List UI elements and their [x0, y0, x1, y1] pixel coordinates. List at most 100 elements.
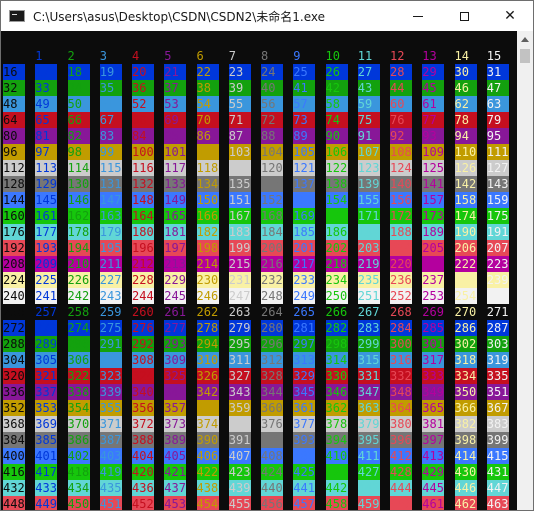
color-number-cell: 37: [164, 80, 187, 96]
color-number-cell: 80: [3, 128, 25, 144]
color-number-cell: 458: [325, 496, 348, 510]
color-number-cell: 409: [293, 448, 316, 464]
color-number-cell: 337: [35, 384, 58, 400]
color-number-cell: 382: [454, 416, 477, 432]
color-number-cell: 264: [261, 304, 283, 320]
color-number-cell: 192: [3, 240, 25, 256]
color-number-cell: 274: [67, 320, 90, 336]
color-number-cell: 89: [293, 128, 316, 144]
color-number-cell: 255: [486, 288, 509, 304]
color-number-cell: 227: [99, 272, 122, 288]
color-number-cell: 308: [132, 352, 154, 368]
color-number-cell: 149: [164, 192, 187, 208]
color-number-cell: 360: [261, 400, 283, 416]
color-number-cell: 69: [164, 112, 187, 128]
color-number-cell: 38: [196, 80, 219, 96]
color-number-cell: 271: [486, 304, 509, 320]
console-output[interactable]: 1 2 3 4 5 6 7 8 9 10 11 12 13 14 15 16 17 18 19 20 21 22 23 24 2…: [1, 31, 517, 510]
color-number-cell: 60: [390, 96, 412, 112]
color-number-cell: 145: [35, 192, 58, 208]
color-number-cell: 127: [486, 160, 509, 176]
color-number-cell: 357: [164, 400, 187, 416]
color-number-cell: 448: [3, 496, 25, 510]
color-number-cell: 144: [3, 192, 25, 208]
color-number-cell: 84: [132, 128, 154, 144]
color-number-cell: 189: [422, 224, 445, 240]
color-number-cell: 401: [35, 448, 58, 464]
color-number-cell: 258: [67, 304, 90, 320]
color-number-cell: 40: [261, 80, 283, 96]
color-number-cell: 375: [228, 416, 251, 432]
color-number-cell: 250: [325, 288, 348, 304]
color-number-cell: 256: [3, 304, 25, 320]
color-number-cell: 217: [293, 256, 316, 272]
color-number-cell: 122: [325, 160, 348, 176]
color-number-cell: 254: [454, 288, 477, 304]
color-number-cell: 330: [325, 368, 348, 384]
color-number-cell: 36: [132, 80, 154, 96]
color-number-cell: 146: [67, 192, 90, 208]
color-number-cell: 282: [325, 320, 348, 336]
color-number-cell: 193: [35, 240, 58, 256]
color-number-cell: 248: [261, 288, 283, 304]
color-number-cell: 231: [228, 272, 251, 288]
minimize-button[interactable]: [395, 1, 441, 31]
color-number-cell: 229: [164, 272, 187, 288]
color-number-cell: 13: [422, 48, 445, 64]
scroll-thumb[interactable]: [520, 49, 530, 63]
maximize-button[interactable]: [441, 1, 487, 31]
color-number-cell: 230: [196, 272, 219, 288]
color-number-cell: 178: [67, 224, 90, 240]
color-number-cell: 299: [357, 336, 380, 352]
color-number-cell: 15: [486, 48, 509, 64]
color-number-cell: 418: [67, 464, 90, 480]
color-number-cell: 338: [67, 384, 90, 400]
color-number-cell: 455: [228, 496, 251, 510]
close-button[interactable]: ✕: [487, 1, 533, 31]
color-number-cell: 134: [196, 176, 219, 192]
color-number-cell: 431: [486, 464, 509, 480]
color-number-cell: 163: [99, 208, 122, 224]
color-number-cell: 124: [390, 160, 412, 176]
color-number-cell: 348: [390, 384, 412, 400]
color-number-cell: 270: [454, 304, 477, 320]
color-number-cell: 300: [390, 336, 412, 352]
color-number-cell: 407: [228, 448, 251, 464]
color-number-cell: 325: [164, 368, 187, 384]
scroll-up-button[interactable]: [517, 31, 533, 47]
color-number-cell: 346: [325, 384, 348, 400]
title-bar[interactable]: C:\Users\asus\Desktop\CSDN\CSDN2\未命名1.ex…: [1, 1, 533, 31]
color-number-cell: 436: [132, 480, 154, 496]
color-number-cell: 166: [196, 208, 219, 224]
color-number-cell: 224: [3, 272, 25, 288]
color-number-cell: 276: [132, 320, 154, 336]
color-number-cell: 121: [293, 160, 316, 176]
color-number-cell: 383: [486, 416, 509, 432]
color-number-cell: 350: [454, 384, 477, 400]
color-number-cell: 101: [164, 144, 187, 160]
color-number-cell: 219: [357, 256, 380, 272]
color-number-cell: 47: [486, 80, 509, 96]
color-number-cell: 74: [325, 112, 348, 128]
color-number-cell: 132: [132, 176, 154, 192]
color-number-cell: 59: [357, 96, 380, 112]
color-number-cell: 341: [164, 384, 187, 400]
color-number-cell: 97: [35, 144, 58, 160]
color-number-cell: 8: [261, 48, 283, 64]
color-number-cell: 428: [390, 464, 412, 480]
color-number-cell: 370: [67, 416, 90, 432]
color-number-cell: 425: [293, 464, 316, 480]
color-number-cell: 420: [132, 464, 154, 480]
color-number-cell: 388: [132, 432, 154, 448]
color-number-cell: 345: [293, 384, 316, 400]
vertical-scrollbar[interactable]: [517, 31, 533, 510]
color-number-cell: 452: [132, 496, 154, 510]
color-number-cell: 105: [293, 144, 316, 160]
color-number-cell: 377: [293, 416, 316, 432]
color-number-cell: 445: [422, 480, 445, 496]
color-number-cell: 432: [3, 480, 25, 496]
color-number-cell: 12: [390, 48, 412, 64]
color-number-cell: 90: [325, 128, 348, 144]
color-number-cell: 32: [3, 80, 25, 96]
color-number-cell: 201: [293, 240, 316, 256]
